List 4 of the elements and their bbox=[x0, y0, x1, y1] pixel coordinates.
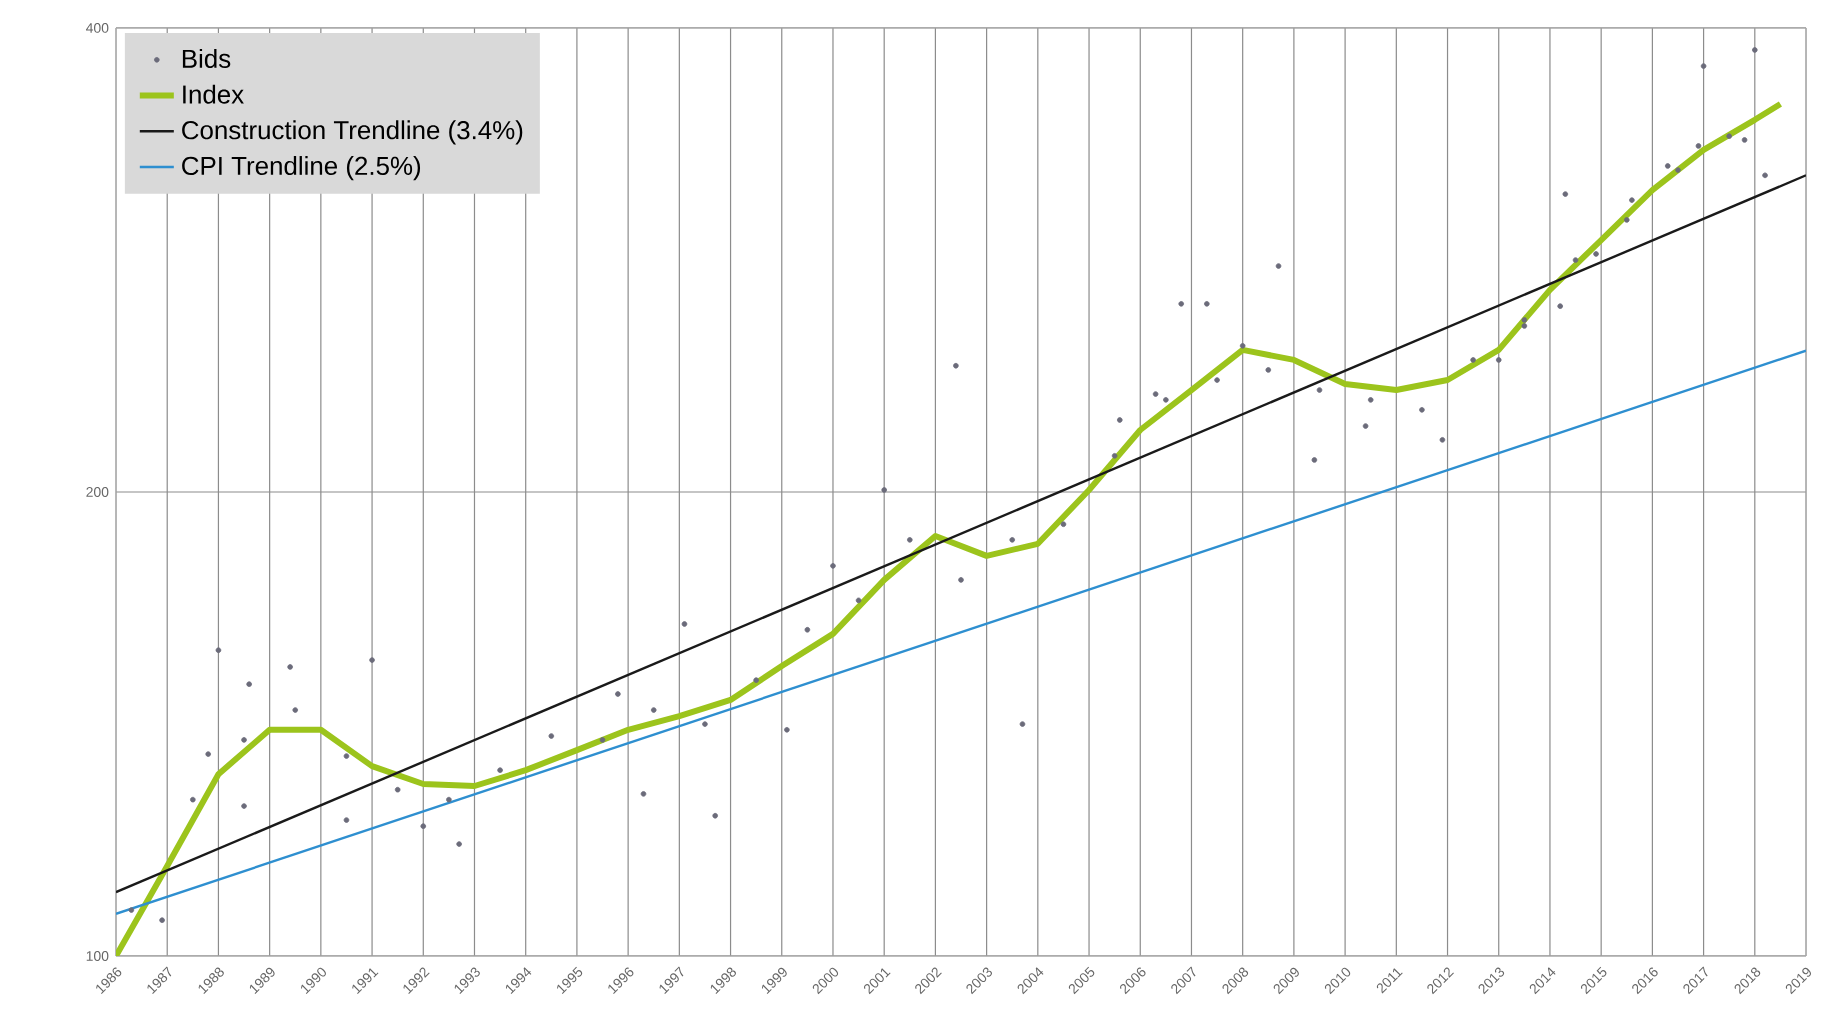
legend-label: CPI Trendline (2.5%) bbox=[182, 156, 421, 181]
legend-label: Bids bbox=[182, 48, 231, 68]
legend-label: Index bbox=[183, 84, 244, 104]
legend-label: Construction Trendline (3.4%) bbox=[182, 120, 523, 145]
